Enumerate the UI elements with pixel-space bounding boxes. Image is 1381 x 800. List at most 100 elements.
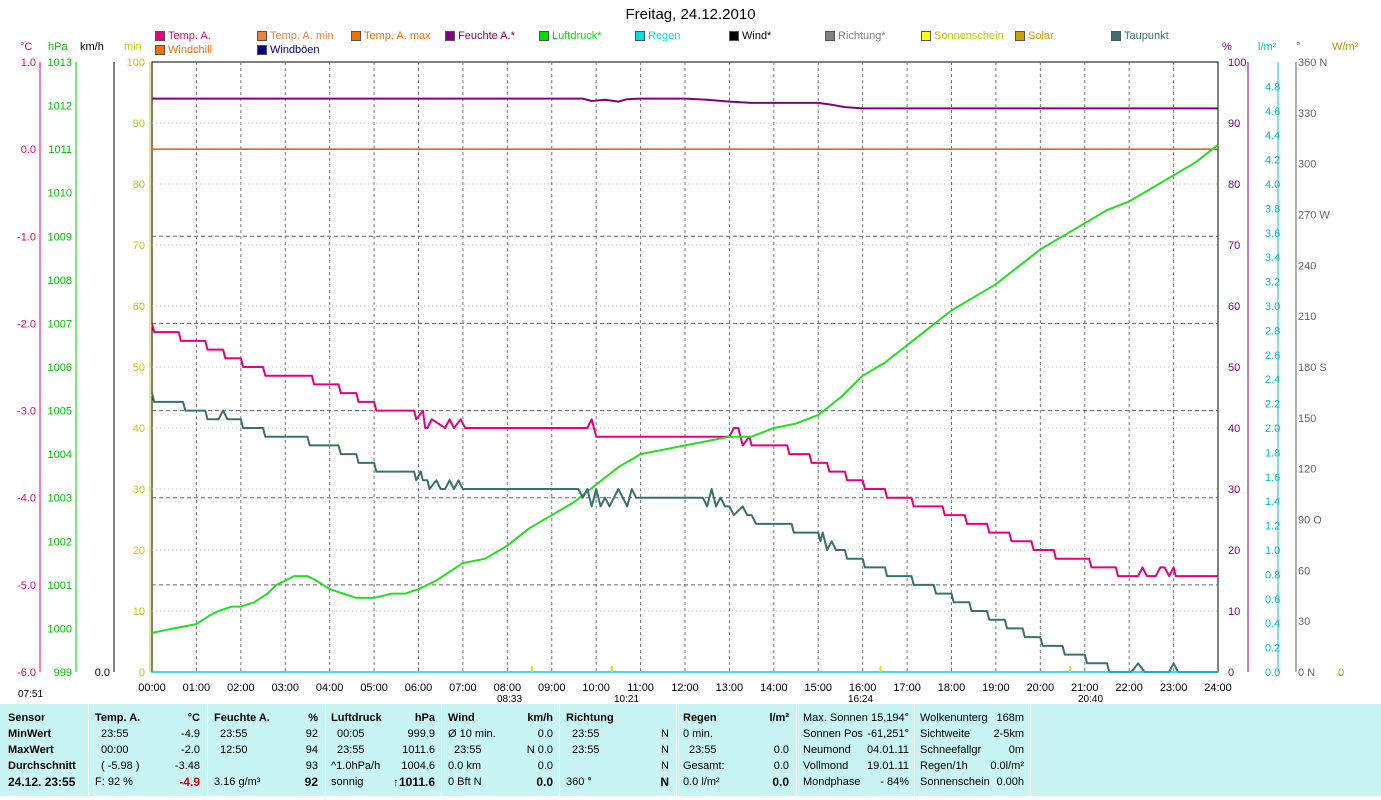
temp-min: -4.9	[181, 728, 200, 740]
pct-tick: 90	[1228, 118, 1240, 130]
hum-current: 92	[304, 775, 318, 789]
hpa-tick: 1002	[48, 536, 72, 548]
deg-tick: 0 N	[1298, 667, 1315, 679]
deg-unit-label: °	[1296, 41, 1300, 53]
visibility: 2-5km	[993, 728, 1024, 740]
x-tick: 15:00	[804, 682, 832, 694]
hpa-tick: 1006	[48, 362, 72, 374]
hum-abs: 3.16 g/m³	[214, 776, 261, 788]
legend-label: Richtung*	[838, 30, 886, 42]
kmh-unit-label: km/h	[80, 41, 104, 53]
rain-duration: 0 min.	[683, 728, 713, 740]
rain-total: 0.0	[773, 760, 789, 772]
pct-unit-label: %	[1222, 41, 1232, 53]
rain-tick: 4.8	[1265, 81, 1280, 93]
deg-tick: 90 O	[1298, 515, 1322, 527]
hum-min-time: 23:55	[220, 728, 248, 740]
hpa-tick: 1011	[48, 144, 72, 156]
min-tick: 80	[133, 179, 145, 191]
wind-header: Wind	[448, 712, 475, 724]
hum-max: 94	[305, 744, 318, 756]
chart: °C hPa km/h min% l/m² ° W/m² 1.0 0.0 -1.0 -2.0 -3.0…	[17, 41, 1359, 704]
legend-item: Windchill	[155, 44, 212, 56]
wind-avg-label: Ø 10 min.	[448, 728, 496, 740]
min-tick: 70	[133, 240, 145, 252]
wind-avg: 0.0	[537, 728, 553, 740]
min-unit-label: min	[124, 41, 142, 53]
x-tick: 06:00	[405, 682, 433, 694]
pct-tick: 80	[1228, 179, 1240, 191]
sunshine: 0.00h	[996, 776, 1024, 788]
min-tick: 10	[133, 606, 145, 618]
hpa-tick: 1007	[48, 318, 72, 330]
legend-label: Taupunkt	[1124, 30, 1169, 42]
x-tick: 14:00	[760, 682, 788, 694]
rain-total-label: Gesamt:	[683, 760, 725, 772]
dir-avg: N	[661, 760, 669, 772]
rain-tick: 4.0	[1265, 179, 1280, 191]
wind-run: 0.0 km	[448, 760, 482, 772]
snowline: 0m	[1008, 744, 1024, 756]
press-trend: ^1.0hPa/h	[331, 760, 381, 772]
min-tick: 50	[133, 362, 145, 374]
dir-max: N	[661, 744, 669, 756]
legend-label: Windböen	[270, 44, 320, 56]
rain-tick: 2.8	[1265, 325, 1280, 337]
series-feuchte-a-	[152, 97, 1218, 110]
legend-item: Wind*	[729, 30, 771, 42]
temp-tick: -2.0	[17, 318, 36, 330]
temp-tick: 1.0	[21, 57, 36, 69]
press-forecast: sonnig	[331, 776, 364, 788]
temp-tick: 0.0	[21, 144, 36, 156]
legend-label: Windchill	[168, 44, 213, 56]
pct-tick: 20	[1228, 545, 1240, 557]
min-tick: 0	[139, 667, 145, 679]
legend-swatch	[1111, 31, 1121, 41]
pct-tick: 60	[1228, 301, 1240, 313]
wind-run-avg: 0.0	[537, 760, 553, 772]
full-moon: 19.01.11	[866, 760, 909, 772]
x-tick: 19:00	[982, 682, 1010, 694]
wind-bft: 0 Bft N	[448, 776, 482, 788]
hpa-tick: 1013	[48, 57, 72, 69]
temp-tick: -1.0	[17, 231, 36, 243]
hum-header: Feuchte A.	[214, 712, 270, 724]
time-marker: 07:51	[18, 689, 43, 700]
hpa-tick: 1004	[48, 449, 72, 461]
x-tick: 08:00	[494, 682, 522, 694]
legend-swatch	[445, 31, 455, 41]
temp-min-time: 23:55	[101, 728, 129, 740]
wind-unit: km/h	[527, 712, 553, 724]
sensor-column: Sensor MinWert MaxWert Durchschnitt 24.1…	[8, 710, 88, 790]
wind-max-time: 23:55	[454, 744, 482, 756]
rain-tick: 0.2	[1265, 643, 1280, 655]
legend-item: Temp. A. min	[257, 30, 334, 42]
hpa-tick: 1000	[48, 623, 72, 635]
pressure-column: Luftdruck hPa 00:05 999.9 23:55 1011.6 ^1.0…	[331, 710, 435, 790]
x-tick: 16:00	[849, 682, 877, 694]
dir-min: N	[661, 728, 669, 740]
dir-min-time: 23:55	[572, 728, 600, 740]
max-sun-label: Max. Sonnen	[803, 712, 868, 724]
rain-max: 0.0	[773, 744, 789, 756]
legend-item: Taupunkt	[1111, 30, 1169, 42]
pct-tick: 100	[1228, 57, 1246, 69]
rain-unit: l/m²	[769, 712, 789, 724]
deg-tick: 240	[1298, 260, 1316, 272]
dir-degrees: 360 °	[566, 776, 592, 788]
rain-tick: 0.6	[1265, 594, 1280, 606]
rain-tick: 1.2	[1265, 521, 1280, 533]
row-label-avg: Durchschnitt	[8, 760, 76, 772]
dir-header: Richtung	[566, 712, 614, 724]
time-marker: 10:21	[614, 694, 639, 704]
sun-pos-label: Sonnen Pos	[803, 728, 863, 740]
rain-tick: 1.8	[1265, 447, 1280, 459]
temp-feel: F: 92 %	[95, 776, 133, 788]
legend: Temp. A. Temp. A. min Temp. A. max Feuchte …	[155, 30, 1225, 60]
rain-today: 0.0 l/m²	[683, 776, 720, 788]
rain-max-time: 23:55	[689, 744, 717, 756]
deg-tick: 210	[1298, 311, 1316, 323]
rain-tick: 4.4	[1265, 130, 1280, 142]
rain-tick: 2.4	[1265, 374, 1280, 386]
hum-unit: %	[308, 712, 318, 724]
